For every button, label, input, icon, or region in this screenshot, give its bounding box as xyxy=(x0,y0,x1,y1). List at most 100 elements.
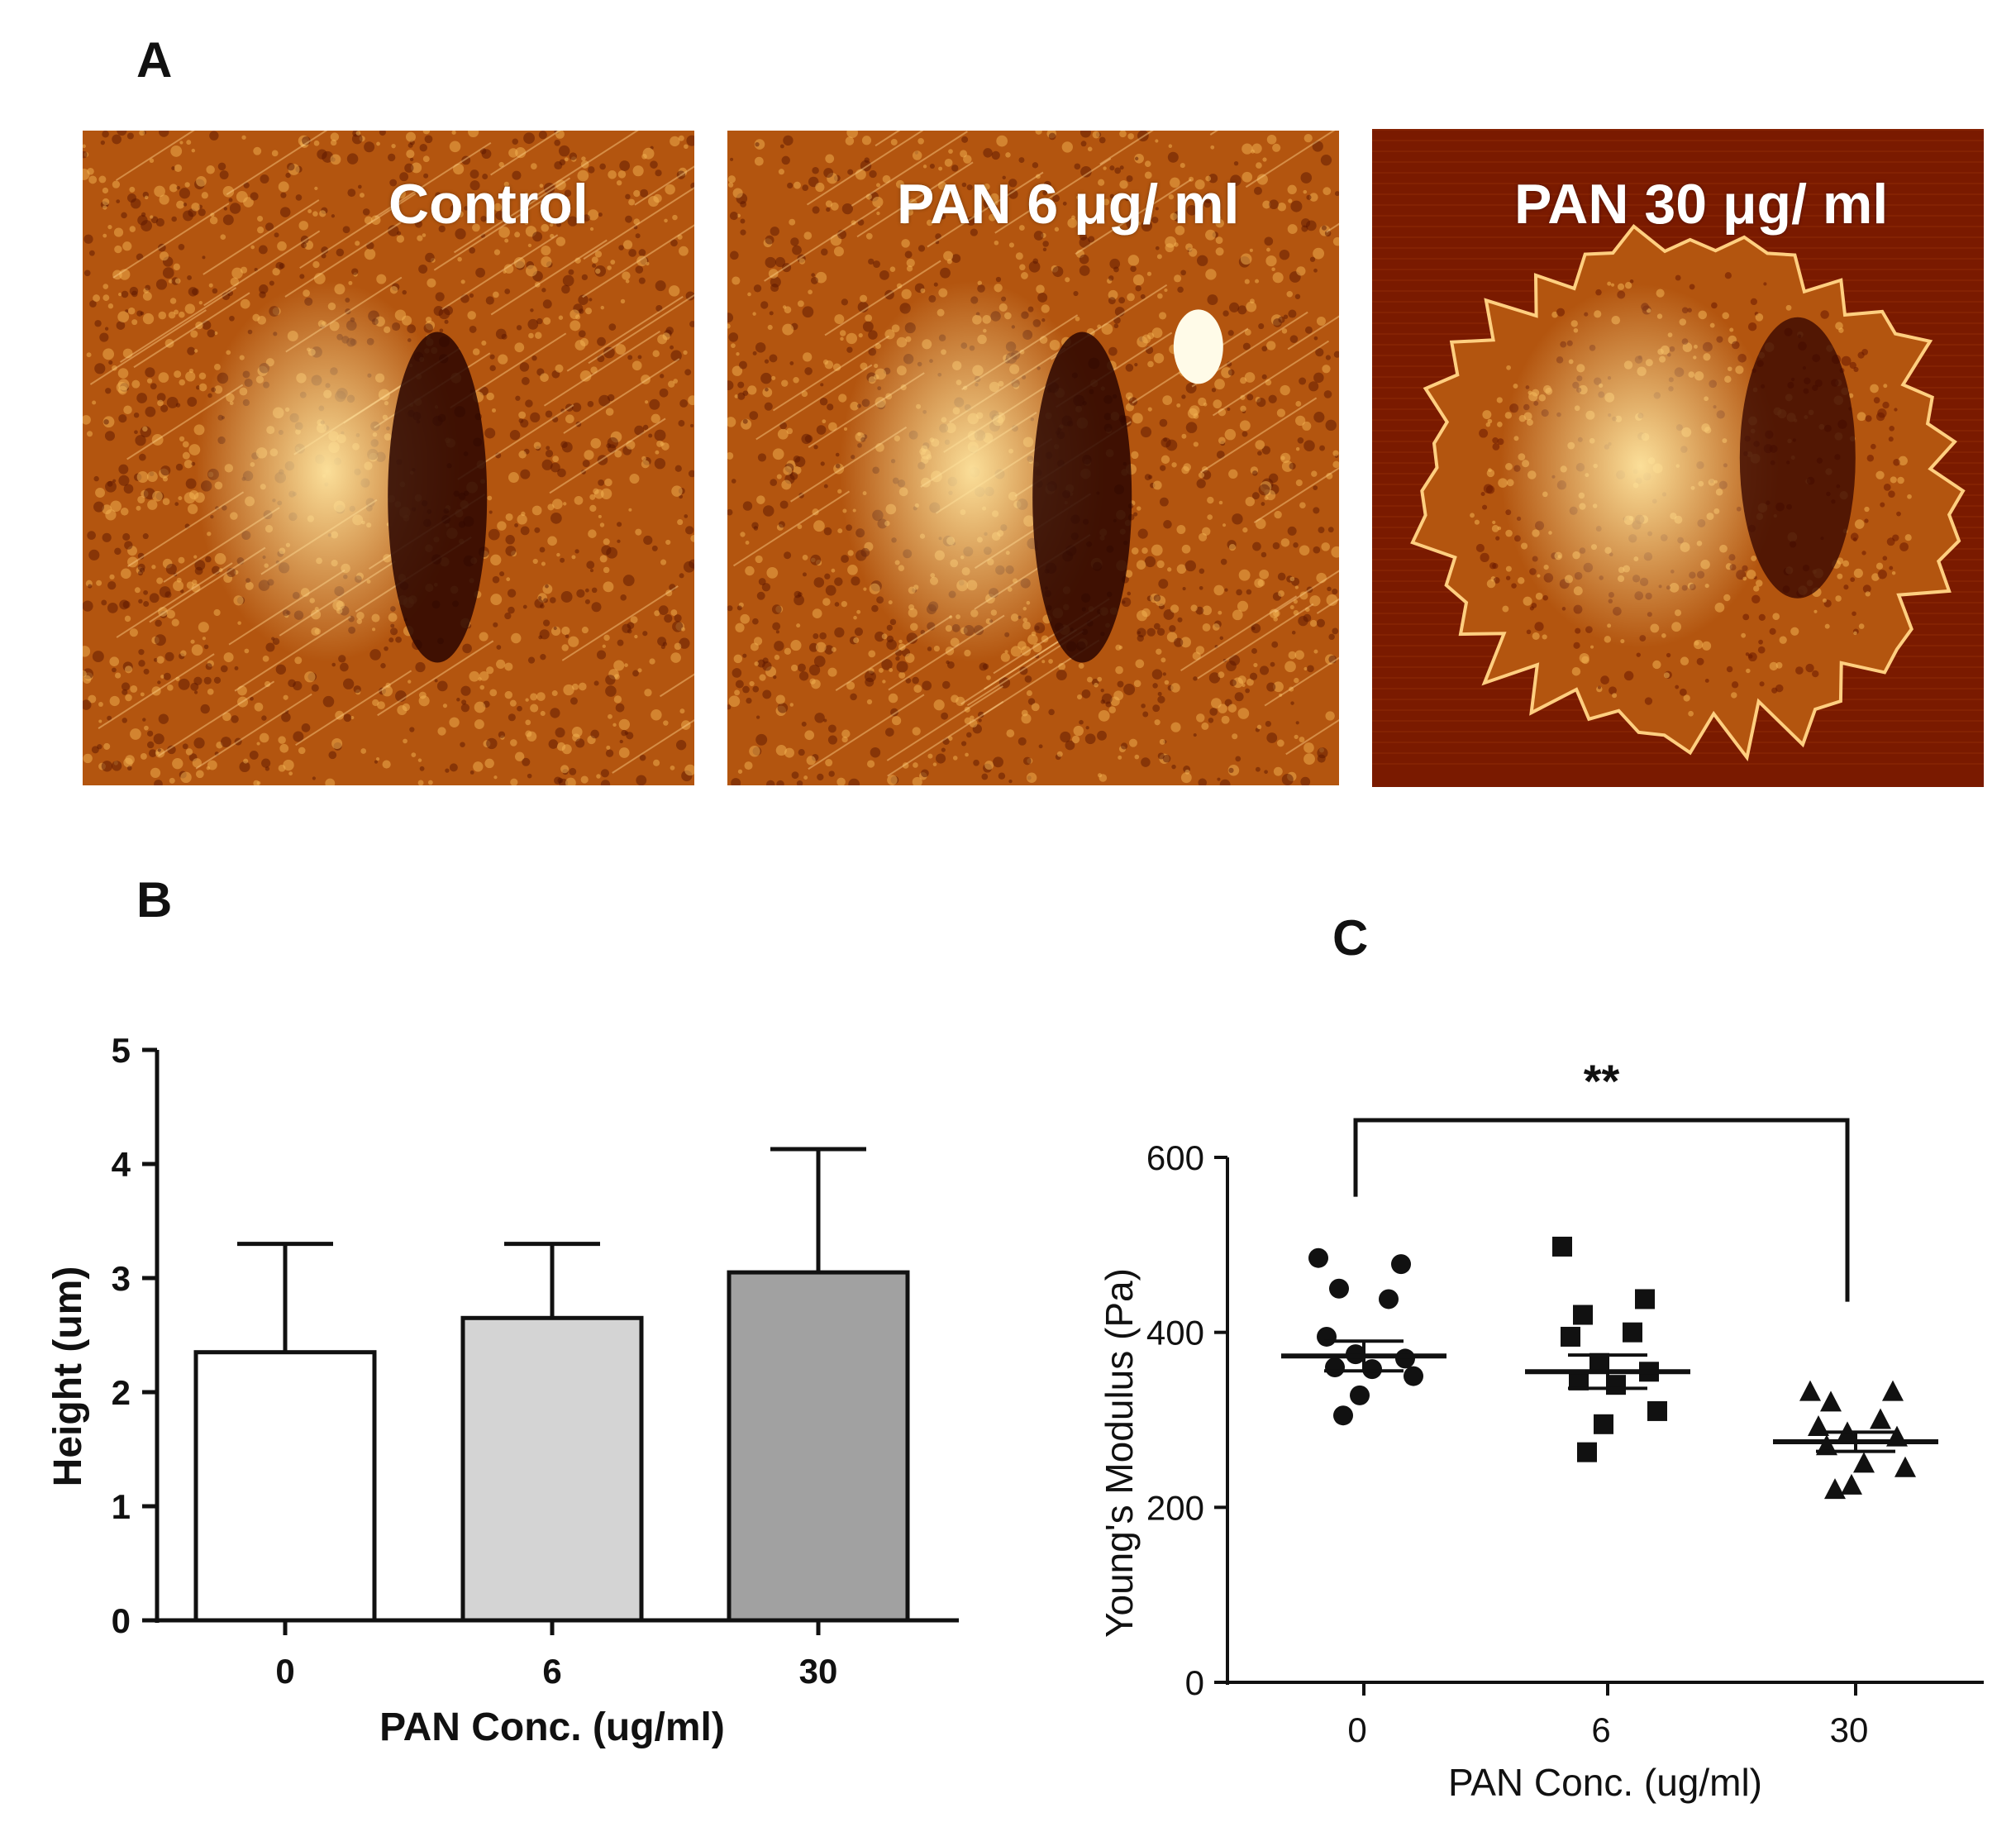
afm-speck xyxy=(1652,660,1661,670)
afm-speck xyxy=(1325,355,1331,360)
afm-speck xyxy=(269,280,274,286)
afm-speck xyxy=(838,394,847,403)
afm-fiber xyxy=(824,260,941,336)
afm-speck xyxy=(637,355,642,360)
afm-speck xyxy=(653,759,660,766)
afm-speck xyxy=(565,777,576,785)
afm-speck xyxy=(730,250,739,260)
afm-speck xyxy=(411,752,417,758)
afm-scanline xyxy=(1372,204,1984,206)
afm-speck xyxy=(1286,290,1294,298)
afm-speck xyxy=(1207,514,1213,520)
afm-speck xyxy=(493,291,499,298)
afm-speck xyxy=(107,715,112,721)
afm-speck xyxy=(298,747,306,755)
afm-speck xyxy=(504,238,509,243)
afm-speck xyxy=(608,713,612,719)
afm-speck xyxy=(878,667,884,673)
afm-speck xyxy=(665,327,674,335)
afm-speck xyxy=(99,332,109,342)
afm-speck xyxy=(583,214,590,222)
afm-speck xyxy=(524,192,529,198)
data-point-square xyxy=(1561,1326,1580,1347)
afm-speck xyxy=(1140,293,1146,299)
afm-speck xyxy=(187,275,192,280)
afm-speck xyxy=(779,422,788,430)
afm-speck xyxy=(87,531,96,540)
afm-speck xyxy=(989,213,996,222)
afm-speck xyxy=(1812,670,1819,678)
afm-speck xyxy=(737,381,745,389)
afm-speck xyxy=(590,437,602,449)
afm-speck xyxy=(496,659,506,670)
afm-speck xyxy=(1219,636,1224,641)
afm-speck xyxy=(596,650,607,660)
afm-fiber xyxy=(490,131,561,176)
afm-speck xyxy=(1133,512,1138,517)
afm-speck xyxy=(929,163,935,169)
afm-speck xyxy=(1008,179,1018,188)
afm-speck xyxy=(952,756,958,761)
afm-speck xyxy=(1704,678,1709,683)
afm-speck xyxy=(556,222,562,227)
afm-speck xyxy=(1130,265,1137,272)
afm-speck xyxy=(118,293,122,297)
afm-speck xyxy=(796,623,801,628)
afm-speck xyxy=(140,692,145,697)
afm-speck xyxy=(823,168,834,178)
afm-speck xyxy=(628,508,632,512)
afm-speck xyxy=(1836,557,1844,565)
afm-image-pan-30: PAN 30 μg/ ml xyxy=(1372,129,1984,787)
afm-speck xyxy=(834,577,843,586)
afm-speck xyxy=(351,133,363,145)
afm-speck xyxy=(1229,302,1240,312)
afm-speck xyxy=(1194,179,1205,190)
afm-speck xyxy=(889,668,894,672)
afm-speck xyxy=(736,352,740,356)
afm-speck xyxy=(784,647,792,655)
afm-speck xyxy=(1306,194,1312,200)
afm-speck xyxy=(83,144,86,149)
afm-speck xyxy=(753,637,763,646)
y-tick-label: 400 xyxy=(1146,1314,1204,1352)
afm-speck xyxy=(201,192,208,199)
afm-speck xyxy=(593,680,599,686)
afm-speck xyxy=(1486,469,1495,478)
afm-speck xyxy=(563,502,567,506)
afm-speck xyxy=(456,698,460,702)
data-point-square xyxy=(1647,1400,1667,1421)
afm-speck xyxy=(520,419,529,428)
afm-speck xyxy=(966,184,973,191)
afm-speck xyxy=(319,210,326,217)
afm-speck xyxy=(922,165,927,169)
afm-speck xyxy=(1309,595,1321,607)
afm-speck xyxy=(626,732,634,740)
afm-speck xyxy=(851,220,856,226)
afm-speck xyxy=(1907,494,1912,499)
afm-speck xyxy=(1108,706,1116,713)
afm-speck xyxy=(464,206,469,211)
afm-speck xyxy=(1099,774,1108,782)
afm-speck xyxy=(644,689,652,697)
afm-speck xyxy=(406,150,415,159)
afm-speck xyxy=(460,293,469,303)
afm-speck xyxy=(1663,672,1670,679)
afm-speck xyxy=(860,160,872,172)
afm-speck xyxy=(816,425,827,435)
afm-speck xyxy=(651,709,662,721)
afm-fiber xyxy=(543,330,660,407)
afm-speck xyxy=(752,312,756,316)
afm-speck xyxy=(198,372,207,380)
afm-speck xyxy=(495,211,505,221)
afm-speck xyxy=(171,618,179,627)
afm-speck xyxy=(545,584,549,589)
afm-speck xyxy=(1207,294,1218,306)
afm-speck xyxy=(1242,527,1248,533)
afm-speck xyxy=(904,653,915,663)
afm-speck xyxy=(819,398,828,406)
afm-fiber xyxy=(158,680,275,757)
data-point-triangle xyxy=(1799,1380,1821,1401)
afm-speck xyxy=(811,273,816,277)
afm-speck xyxy=(663,720,669,726)
afm-speck xyxy=(590,366,598,374)
